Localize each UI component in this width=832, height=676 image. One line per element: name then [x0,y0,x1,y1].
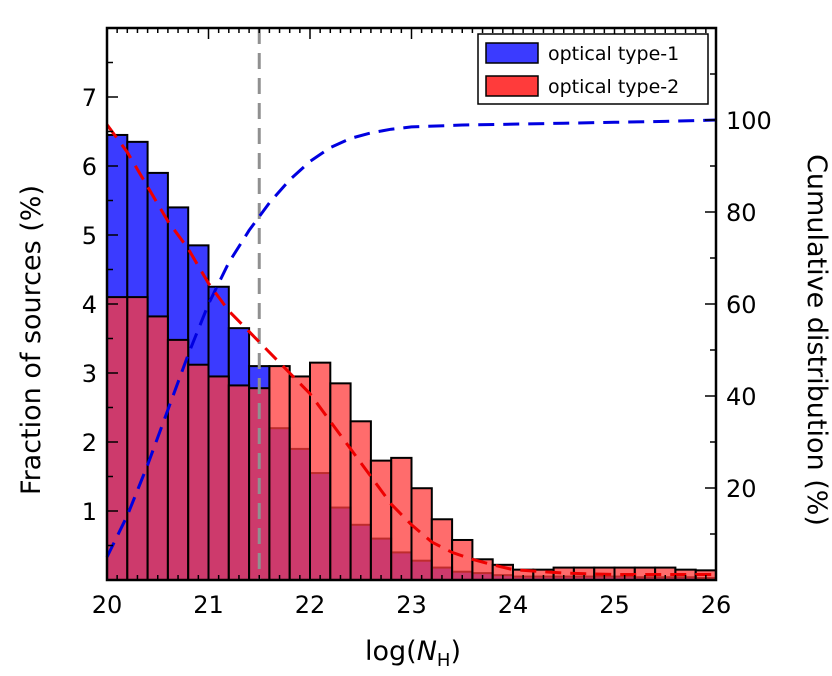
bar-type2 [369,459,393,582]
bar-type2 [146,315,169,581]
x-axis-label-sub: H [437,650,451,671]
y2-tick-label: 100 [726,107,772,135]
x-axis-label-prefix: log( [365,636,417,667]
bar-type2 [309,361,332,581]
x-tick-label: 25 [599,591,630,619]
x-tick-label: 24 [498,591,529,619]
bar-type2 [410,487,433,582]
bar-type2 [227,384,251,582]
y-tick-label: 1 [82,498,97,526]
y2-tick-label: 20 [726,475,757,503]
cumulative-lines [105,28,717,580]
legend-swatch-type1 [485,42,539,64]
bar-type2 [207,375,230,582]
legend-swatch-type2 [485,75,539,97]
y-tick-label: 3 [82,360,97,388]
bar-type2 [288,375,312,582]
x-tick-label: 23 [396,591,427,619]
y-tick-label: 7 [82,84,97,112]
y-tick-label: 6 [82,153,97,181]
bar-type2 [106,296,129,581]
legend-label-type2: optical type-2 [548,76,679,98]
y2-tick-label: 60 [726,291,757,319]
x-tick-label: 21 [193,591,224,619]
y-axis-label: Fraction of sources (%) [16,185,47,495]
x-tick-label: 26 [701,591,732,619]
legend: optical type-1 optical type-2 [477,33,709,105]
y2-tick-label: 40 [726,383,757,411]
y-tick-label: 2 [82,429,97,457]
plot-frame [105,26,718,582]
bar-type2 [126,296,149,581]
bar-type2 [349,420,372,581]
cumulative-type2-line [105,123,716,576]
y-tick-label: 5 [82,222,97,250]
legend-label-type1: optical type-1 [548,43,679,65]
y2-tick-label: 80 [726,199,757,227]
type2-bars [106,296,718,582]
bar-type2 [268,365,291,581]
cumulative-type1-line [105,118,717,558]
x-tick-label: 22 [295,591,326,619]
bar-type2 [451,538,474,581]
bar-type2 [166,338,190,581]
bar-type2 [329,382,352,581]
x-tick-label: 20 [92,591,123,619]
bar-type2 [187,363,210,581]
y2-axis-label: Cumulative distribution (%) [801,154,832,526]
bar-type2 [390,456,413,581]
x-axis-label-var: N [417,636,437,667]
x-axis-label-suffix: ) [450,636,461,667]
y-tick-label: 4 [82,291,97,319]
x-axis-label: log(NH) [365,636,461,671]
